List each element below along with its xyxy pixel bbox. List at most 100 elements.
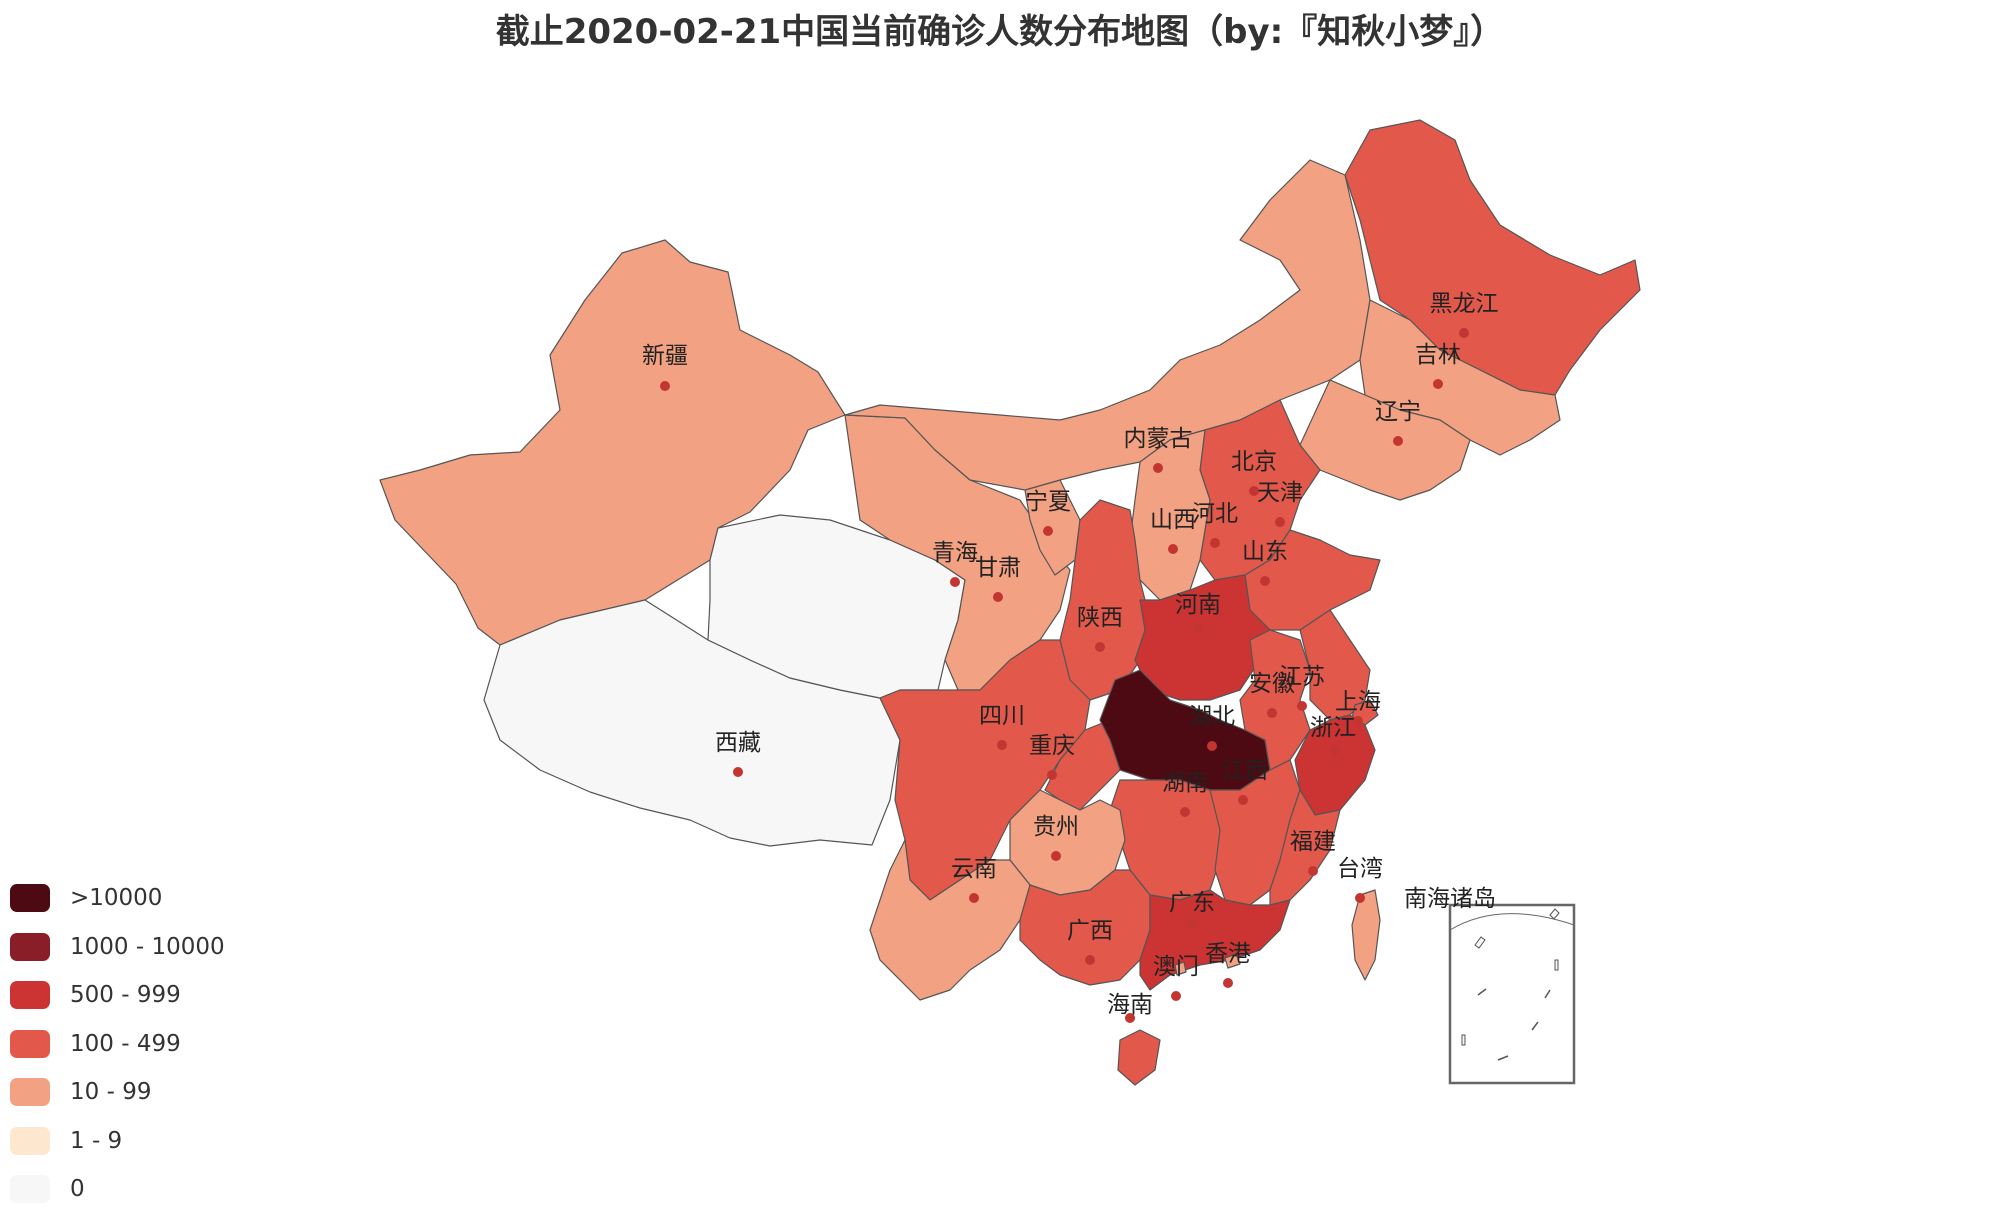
south-china-sea-inset xyxy=(1448,903,1576,1085)
label-上海: 上海 xyxy=(1335,689,1381,715)
dot-云南 xyxy=(969,893,979,903)
label-甘肃: 甘肃 xyxy=(975,555,1021,581)
dot-福建 xyxy=(1308,866,1318,876)
province-黑龙江[interactable] xyxy=(1344,119,1641,396)
dot-江西 xyxy=(1238,795,1248,805)
legend-item[interactable]: 1 - 9 xyxy=(10,1117,225,1166)
dot-新疆 xyxy=(660,381,670,391)
label-湖南: 湖南 xyxy=(1162,770,1208,796)
label-山西: 山西 xyxy=(1150,507,1196,533)
label-重庆: 重庆 xyxy=(1029,733,1075,759)
province-内蒙古[interactable] xyxy=(844,159,1371,491)
legend-label: 100 - 499 xyxy=(70,1030,181,1057)
dot-辽宁 xyxy=(1393,436,1403,446)
dot-广西 xyxy=(1085,955,1095,965)
label-新疆: 新疆 xyxy=(642,343,688,369)
legend: >10000 1000 - 10000 500 - 999 100 - 499 … xyxy=(10,874,225,1214)
label-广西: 广西 xyxy=(1067,918,1113,944)
dot-北京 xyxy=(1249,486,1259,496)
label-台湾: 台湾 xyxy=(1337,856,1383,882)
dot-海南 xyxy=(1125,1013,1135,1023)
dot-内蒙古 xyxy=(1153,463,1163,473)
label-陕西: 陕西 xyxy=(1077,605,1123,631)
label-山东: 山东 xyxy=(1242,539,1288,565)
map-title: 截止2020-02-21中国当前确诊人数分布地图（by:『知秋小梦』） xyxy=(495,12,1505,52)
legend-label: 500 - 999 xyxy=(70,982,181,1009)
label-辽宁: 辽宁 xyxy=(1375,399,1421,425)
dot-天津 xyxy=(1275,517,1285,527)
province-重庆[interactable] xyxy=(1044,719,1131,811)
province-福建[interactable] xyxy=(1269,789,1341,906)
dot-西藏 xyxy=(733,767,743,777)
legend-label: 1000 - 10000 xyxy=(70,933,225,960)
dot-湖南 xyxy=(1180,807,1190,817)
dot-台湾 xyxy=(1355,893,1365,903)
dot-河南 xyxy=(1193,623,1203,633)
province-海南[interactable] xyxy=(1117,1029,1161,1086)
legend-swatch xyxy=(10,884,50,913)
dot-吉林 xyxy=(1433,379,1443,389)
dot-澳门 xyxy=(1171,991,1181,1001)
legend-swatch xyxy=(10,932,50,961)
province-香港[interactable] xyxy=(1224,953,1241,969)
province-宁夏[interactable] xyxy=(1024,479,1081,576)
label-湖北: 湖北 xyxy=(1189,704,1235,730)
province-澳门[interactable] xyxy=(1174,961,1187,976)
legend-item[interactable]: 10 - 99 xyxy=(10,1068,225,1117)
dot-安徽 xyxy=(1267,708,1277,718)
label-江西: 江西 xyxy=(1222,758,1268,784)
legend-label: >10000 xyxy=(70,885,163,912)
legend-label: 1 - 9 xyxy=(70,1127,123,1154)
dot-宁夏 xyxy=(1043,526,1053,536)
label-江苏: 江苏 xyxy=(1279,664,1325,690)
label-黑龙江: 黑龙江 xyxy=(1430,291,1499,317)
label-贵州: 贵州 xyxy=(1033,814,1079,840)
legend-item[interactable]: 500 - 999 xyxy=(10,971,225,1020)
dot-湖北 xyxy=(1207,741,1217,751)
dot-陕西 xyxy=(1095,642,1105,652)
legend-swatch xyxy=(10,1029,50,1058)
label-宁夏: 宁夏 xyxy=(1025,489,1071,515)
label-四川: 四川 xyxy=(979,703,1025,729)
dot-黑龙江 xyxy=(1459,328,1469,338)
dot-香港 xyxy=(1223,978,1233,988)
dot-贵州 xyxy=(1051,851,1061,861)
dot-浙江 xyxy=(1330,745,1340,755)
label-安徽: 安徽 xyxy=(1249,671,1295,697)
label-河南: 河南 xyxy=(1175,592,1221,618)
dot-广东 xyxy=(1187,920,1197,930)
dot-上海 xyxy=(1353,716,1363,726)
province-云南[interactable] xyxy=(869,839,1031,1001)
label-南海诸岛: 南海诸岛 xyxy=(1404,886,1496,912)
label-海南: 海南 xyxy=(1107,992,1153,1018)
province-浙江[interactable] xyxy=(1294,714,1376,816)
legend-swatch xyxy=(10,1126,50,1155)
legend-swatch xyxy=(10,981,50,1010)
label-澳门: 澳门 xyxy=(1153,954,1199,980)
dot-江苏 xyxy=(1297,701,1307,711)
dot-甘肃 xyxy=(993,592,1003,602)
dot-重庆 xyxy=(1047,770,1057,780)
label-广东: 广东 xyxy=(1169,890,1215,916)
label-天津: 天津 xyxy=(1257,480,1303,506)
dot-四川 xyxy=(997,740,1007,750)
label-青海: 青海 xyxy=(932,540,978,566)
legend-item[interactable]: >10000 xyxy=(10,874,225,923)
legend-item[interactable]: 100 - 499 xyxy=(10,1020,225,1069)
legend-label: 0 xyxy=(70,1176,85,1203)
label-西藏: 西藏 xyxy=(715,730,761,756)
label-北京: 北京 xyxy=(1231,449,1277,475)
legend-item[interactable]: 1000 - 10000 xyxy=(10,923,225,972)
dot-山东 xyxy=(1260,576,1270,586)
dot-山西 xyxy=(1168,544,1178,554)
dot-河北 xyxy=(1210,538,1220,548)
province-台湾[interactable] xyxy=(1351,889,1381,981)
legend-swatch xyxy=(10,1078,50,1107)
dot-青海 xyxy=(950,577,960,587)
legend-swatch xyxy=(10,1175,50,1204)
label-云南: 云南 xyxy=(951,856,997,882)
label-福建: 福建 xyxy=(1290,829,1336,855)
label-河北: 河北 xyxy=(1192,501,1238,527)
legend-item[interactable]: 0 xyxy=(10,1165,225,1214)
